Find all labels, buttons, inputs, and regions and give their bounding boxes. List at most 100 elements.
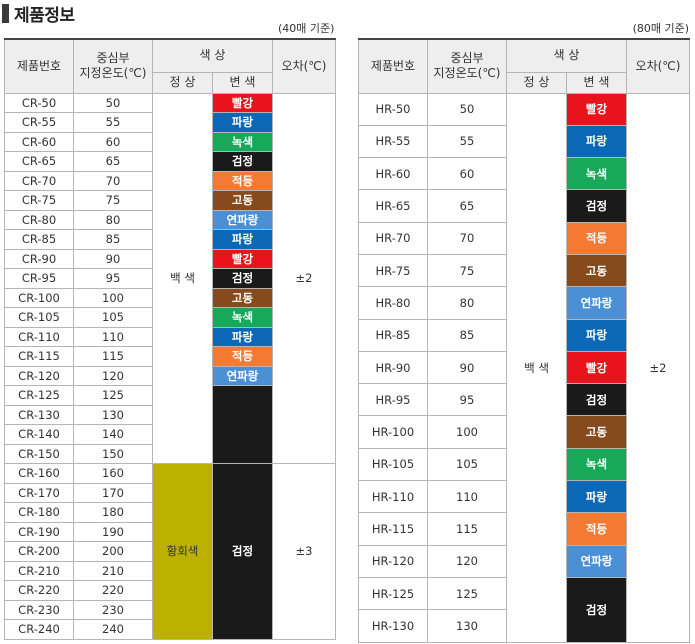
model-cell: CR-75 [4,190,74,211]
temp-cell: 130 [427,609,507,643]
changed-color-swatch: 파랑 [212,326,273,347]
temp-cell: 60 [73,131,153,152]
model-cell: CR-115 [4,346,74,367]
changed-color-swatch: 적등 [566,512,627,546]
temp-cell: 80 [427,286,507,320]
header-model: 제품번호 [358,38,428,94]
table-row: HR-70 70 적등 [358,221,690,255]
changed-color-swatch: 빨강 [566,92,627,126]
temp-cell: 110 [427,480,507,514]
temp-cell: 65 [73,151,153,172]
changed-color-swatch: 빨강 [212,248,273,269]
temp-cell: 95 [427,383,507,417]
header-temp: 중심부 지정온도(℃) [73,38,153,94]
changed-color-swatch: 고동 [566,415,627,449]
model-cell: CR-55 [4,112,74,133]
header-color-group: 색 상 [152,38,273,73]
temp-cell: 70 [427,221,507,255]
temp-cell: 60 [427,157,507,191]
temp-cell: 110 [73,326,153,347]
temp-cell: 120 [73,365,153,386]
header-model: 제품번호 [4,38,74,94]
model-cell: CR-125 [4,385,74,406]
table-row: CR-180 180 [4,502,336,523]
model-cell: CR-170 [4,482,74,503]
model-cell: CR-240 [4,619,74,640]
header-normal: 정 상 [152,71,213,94]
temp-cell: 90 [73,248,153,269]
table-row: CR-210 210 [4,560,336,581]
section-title: 제품정보 [14,5,75,26]
temp-cell: 150 [73,443,153,464]
changed-color-swatch: 빨강 [566,350,627,385]
changed-color-swatch: 고동 [566,253,627,288]
table-row: CR-80 80 연파랑 [4,209,336,230]
table-row: HR-130 130 [358,609,690,643]
temp-cell: 210 [73,560,153,581]
model-cell: HR-55 [358,124,428,159]
changed-color-swatch: 고동 [212,190,273,211]
tolerance-cell: ±2 [272,92,336,464]
table-row: CR-95 95 검정 [4,268,336,289]
header-changed: 변 색 [212,71,273,94]
changed-color-swatch: 파랑 [566,124,627,159]
table-row: CR-150 150 [4,443,336,464]
model-cell: CR-50 [4,92,74,113]
changed-color-swatch: 검정 [566,576,627,643]
table-row: CR-70 70 적등 [4,170,336,191]
table-row: HR-80 80 연파랑 [358,286,690,320]
table-row: CR-50 50 백 색 빨강 ±2 [4,92,336,464]
changed-color-swatch: 녹색 [566,447,627,482]
changed-color-swatch: 연파랑 [566,544,627,578]
table-row: CR-60 60 녹색 [4,131,336,152]
table-row: CR-120 120 연파랑 [4,365,336,386]
model-cell: CR-180 [4,502,74,523]
table-row: HR-120 120 연파랑 [358,544,690,578]
model-cell: CR-70 [4,170,74,191]
changed-color-swatch: 검정 [566,189,627,223]
header-tolerance: 오차(℃) [272,38,336,94]
temp-cell: 85 [73,229,153,250]
temp-cell: 65 [427,189,507,223]
changed-color-swatch: 파랑 [212,229,273,250]
model-cell: CR-150 [4,443,74,464]
model-cell: CR-95 [4,268,74,289]
changed-color-swatch: 녹색 [212,307,273,328]
table-row: CR-65 65 검정 [4,151,336,172]
table-row: CR-160 160 황회색 검정 ±3 [4,463,336,640]
table-row: HR-100 100 고동 [358,415,690,449]
temp-cell: 75 [427,253,507,288]
model-cell: CR-65 [4,151,74,172]
temp-cell: 125 [73,385,153,406]
section-heading: 제품정보 [2,2,75,26]
model-cell: CR-160 [4,463,74,484]
temp-cell: 100 [73,287,153,308]
model-cell: CR-80 [4,209,74,230]
model-cell: CR-85 [4,229,74,250]
temp-cell: 120 [427,544,507,578]
model-cell: HR-130 [358,609,428,643]
table-row: HR-95 95 검정 [358,383,690,417]
temp-cell: 200 [73,541,153,562]
model-cell: CR-130 [4,404,74,425]
model-cell: CR-200 [4,541,74,562]
model-cell: CR-140 [4,424,74,445]
table-row: HR-55 55 파랑 [358,124,690,159]
table-row: HR-85 85 파랑 [358,318,690,352]
changed-color-swatch: 검정 [212,268,273,289]
temp-cell: 190 [73,521,153,542]
table-row: CR-190 190 [4,521,336,542]
model-cell: CR-100 [4,287,74,308]
model-cell: HR-80 [358,286,428,320]
table-row: CR-130 130 [4,404,336,425]
normal-color-cell: 백 색 [152,92,213,464]
model-cell: HR-90 [358,350,428,385]
left-spec-table: 제품번호 중심부 지정온도(℃) 색 상 오차(℃) 정 상 변 색 CR-50… [4,38,336,640]
changed-color-swatch: 적등 [566,221,627,255]
header-tolerance: 오차(℃) [626,38,690,94]
model-cell: HR-115 [358,512,428,546]
table-row: CR-105 105 녹색 [4,307,336,328]
changed-color-swatch: 녹색 [566,157,627,191]
temp-cell: 90 [427,350,507,385]
temp-cell: 50 [427,92,507,126]
